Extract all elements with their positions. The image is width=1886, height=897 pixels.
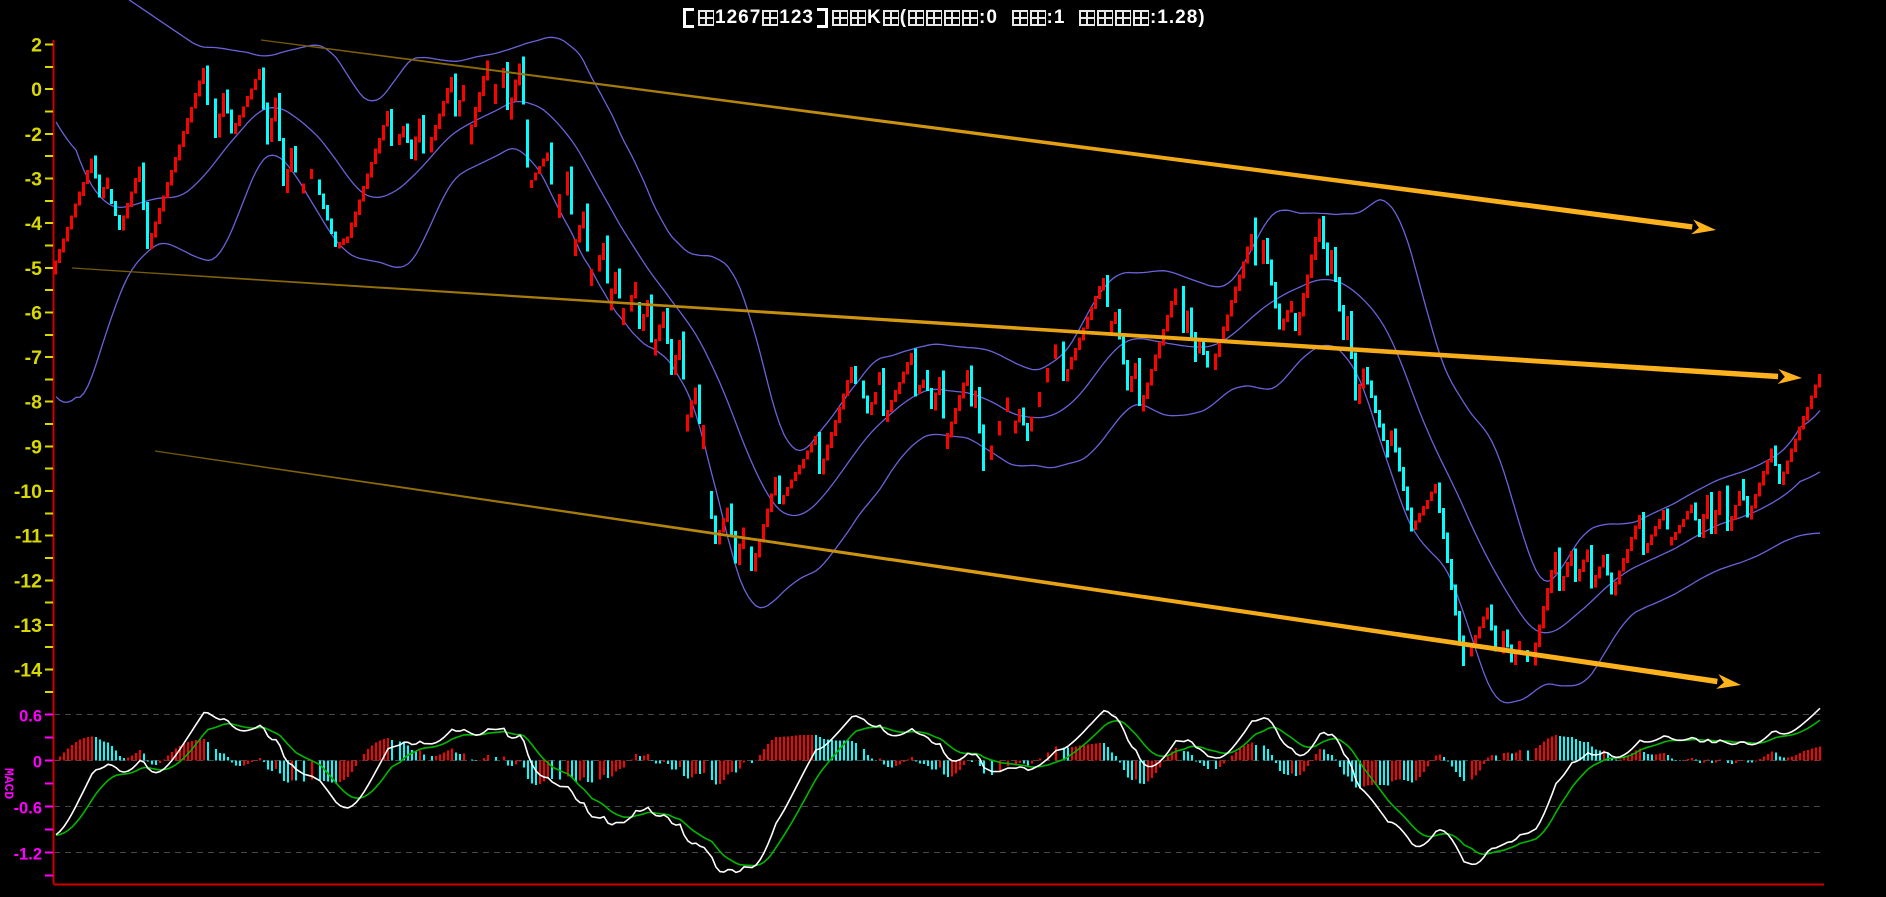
svg-text:-7: -7 [25, 347, 42, 369]
svg-text:-6: -6 [25, 302, 42, 324]
svg-text:-10: -10 [14, 481, 42, 503]
svg-text:-4: -4 [25, 213, 42, 235]
svg-text:-12: -12 [14, 570, 42, 592]
svg-text:-14: -14 [14, 660, 42, 682]
svg-text:-8: -8 [25, 392, 42, 414]
svg-text:-3: -3 [25, 169, 42, 191]
svg-text:-2: -2 [25, 124, 42, 146]
svg-text:MACD: MACD [1, 768, 16, 799]
svg-text:-11: -11 [15, 526, 42, 548]
svg-text:-5: -5 [25, 258, 42, 280]
svg-text:-13: -13 [14, 615, 42, 637]
svg-text:0: 0 [31, 79, 42, 101]
svg-text:0: 0 [33, 754, 42, 772]
svg-text:2: 2 [31, 35, 42, 57]
svg-text:-1.2: -1.2 [14, 846, 42, 864]
svg-text:0.6: 0.6 [19, 708, 42, 726]
svg-text:-9: -9 [25, 436, 42, 458]
svg-text:-0.6: -0.6 [14, 800, 42, 818]
